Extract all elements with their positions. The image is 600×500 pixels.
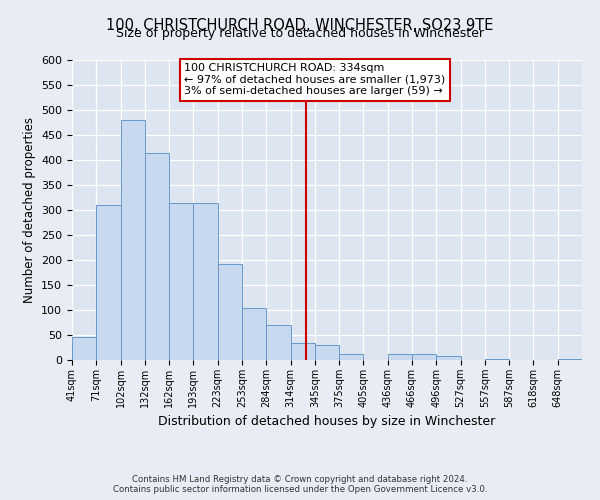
Bar [145, 152, 169, 360]
Bar [388, 354, 412, 360]
Bar [242, 308, 266, 360]
Bar [96, 205, 121, 360]
Bar [485, 358, 509, 360]
Text: Size of property relative to detached houses in Winchester: Size of property relative to detached ho… [116, 28, 484, 40]
X-axis label: Distribution of detached houses by size in Winchester: Distribution of detached houses by size … [158, 416, 496, 428]
Bar [72, 336, 96, 360]
Bar [290, 342, 315, 360]
Bar [218, 264, 242, 360]
Bar [412, 354, 436, 360]
Bar [193, 202, 218, 360]
Bar [558, 358, 582, 360]
Text: Contains HM Land Registry data © Crown copyright and database right 2024.
Contai: Contains HM Land Registry data © Crown c… [113, 474, 487, 494]
Text: 100, CHRISTCHURCH ROAD, WINCHESTER, SO23 9TE: 100, CHRISTCHURCH ROAD, WINCHESTER, SO23… [106, 18, 494, 32]
Bar [169, 202, 193, 360]
Text: 100 CHRISTCHURCH ROAD: 334sqm
← 97% of detached houses are smaller (1,973)
3% of: 100 CHRISTCHURCH ROAD: 334sqm ← 97% of d… [184, 63, 445, 96]
Bar [315, 345, 339, 360]
Y-axis label: Number of detached properties: Number of detached properties [23, 117, 35, 303]
Bar [339, 354, 364, 360]
Bar [121, 120, 145, 360]
Bar [436, 356, 461, 360]
Bar [266, 325, 290, 360]
